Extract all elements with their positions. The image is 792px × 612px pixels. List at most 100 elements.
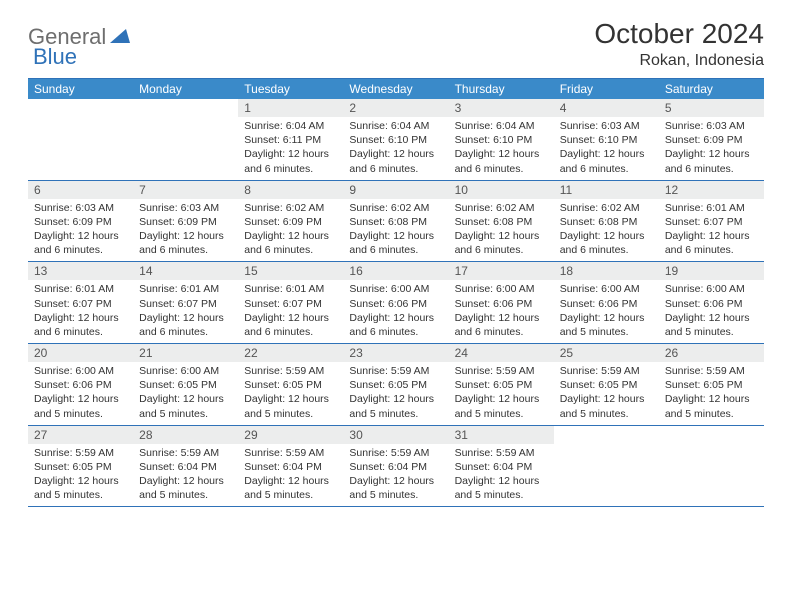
day-number: 3 xyxy=(449,99,554,117)
calendar-day: 16 Sunrise: 6:00 AMSunset: 6:06 PMDayligh… xyxy=(343,262,448,343)
calendar-day: 27Sunrise: 5:59 AMSunset: 6:05 PMDayligh… xyxy=(28,426,133,507)
calendar-weeks: 1Sunrise: 6:04 AMSunset: 6:11 PMDaylight… xyxy=(28,99,764,507)
day-detail: Sunrise: 5:59 AMSunset: 6:05 PMDaylight:… xyxy=(343,362,448,425)
day-number: 20 xyxy=(28,344,133,362)
sunset-text: Sunset: 6:10 PM xyxy=(455,133,548,147)
daylight-text: Daylight: 12 hours and 6 minutes. xyxy=(244,311,337,339)
day-detail: Sunrise: 6:02 AMSunset: 6:08 PMDaylight:… xyxy=(343,199,448,262)
sunrise-text: Sunrise: 6:03 AM xyxy=(560,119,653,133)
calendar-day: 6Sunrise: 6:03 AMSunset: 6:09 PMDaylight… xyxy=(28,181,133,262)
day-detail: Sunrise: 6:03 AMSunset: 6:09 PMDaylight:… xyxy=(659,117,764,180)
daylight-text: Daylight: 12 hours and 6 minutes. xyxy=(244,229,337,257)
sunrise-text: Sunrise: 6:00 AM xyxy=(560,282,653,296)
weekday-header: Monday xyxy=(133,79,238,99)
sunset-text: Sunset: 6:07 PM xyxy=(139,297,232,311)
day-detail: Sunrise: 6:01 AMSunset: 6:07 PMDaylight:… xyxy=(659,199,764,262)
day-detail: Sunrise: 5:59 AMSunset: 6:04 PMDaylight:… xyxy=(133,444,238,507)
sunset-text: Sunset: 6:05 PM xyxy=(349,378,442,392)
day-detail: Sunrise: 6:04 AMSunset: 6:11 PMDaylight:… xyxy=(238,117,343,180)
sunset-text: Sunset: 6:05 PM xyxy=(560,378,653,392)
daylight-text: Daylight: 12 hours and 5 minutes. xyxy=(349,392,442,420)
calendar-week: 13Sunrise: 6:01 AMSunset: 6:07 PMDayligh… xyxy=(28,262,764,344)
day-detail: Sunrise: 6:03 AMSunset: 6:09 PMDaylight:… xyxy=(133,199,238,262)
daylight-text: Daylight: 12 hours and 6 minutes. xyxy=(34,229,127,257)
day-number: 25 xyxy=(554,344,659,362)
sunrise-text: Sunrise: 6:01 AM xyxy=(34,282,127,296)
sunset-text: Sunset: 6:06 PM xyxy=(455,297,548,311)
sunrise-text: Sunrise: 6:01 AM xyxy=(139,282,232,296)
calendar-day: 20Sunrise: 6:00 AMSunset: 6:06 PMDayligh… xyxy=(28,344,133,425)
sunset-text: Sunset: 6:05 PM xyxy=(665,378,758,392)
calendar-day: 4Sunrise: 6:03 AMSunset: 6:10 PMDaylight… xyxy=(554,99,659,180)
weekday-header: Sunday xyxy=(28,79,133,99)
day-number: 29 xyxy=(238,426,343,444)
sunrise-text: Sunrise: 6:00 AM xyxy=(349,282,442,296)
daylight-text: Daylight: 12 hours and 6 minutes. xyxy=(560,229,653,257)
sunset-text: Sunset: 6:07 PM xyxy=(665,215,758,229)
sunrise-text: Sunrise: 6:01 AM xyxy=(665,201,758,215)
daylight-text: Daylight: 12 hours and 6 minutes. xyxy=(349,311,442,339)
sunrise-text: Sunrise: 6:04 AM xyxy=(244,119,337,133)
sunset-text: Sunset: 6:11 PM xyxy=(244,133,337,147)
weekday-header: Thursday xyxy=(449,79,554,99)
day-number: 18 xyxy=(554,262,659,280)
daylight-text: Daylight: 12 hours and 6 minutes. xyxy=(34,311,127,339)
calendar-week: 20Sunrise: 6:00 AMSunset: 6:06 PMDayligh… xyxy=(28,344,764,426)
day-number: 13 xyxy=(28,262,133,280)
calendar-day: 24Sunrise: 5:59 AMSunset: 6:05 PMDayligh… xyxy=(449,344,554,425)
sunset-text: Sunset: 6:08 PM xyxy=(560,215,653,229)
day-number: 27 xyxy=(28,426,133,444)
day-number: 5 xyxy=(659,99,764,117)
daylight-text: Daylight: 12 hours and 6 minutes. xyxy=(455,311,548,339)
title-block: October 2024 Rokan, Indonesia xyxy=(594,18,764,70)
daylight-text: Daylight: 12 hours and 6 minutes. xyxy=(665,229,758,257)
calendar-day: 19Sunrise: 6:00 AMSunset: 6:06 PMDayligh… xyxy=(659,262,764,343)
calendar-day: 22Sunrise: 5:59 AMSunset: 6:05 PMDayligh… xyxy=(238,344,343,425)
daylight-text: Daylight: 12 hours and 6 minutes. xyxy=(244,147,337,175)
sunset-text: Sunset: 6:04 PM xyxy=(139,460,232,474)
daylight-text: Daylight: 12 hours and 6 minutes. xyxy=(139,311,232,339)
day-detail: Sunrise: 6:02 AMSunset: 6:08 PMDaylight:… xyxy=(449,199,554,262)
sunset-text: Sunset: 6:07 PM xyxy=(244,297,337,311)
day-number: 21 xyxy=(133,344,238,362)
calendar-day: 5Sunrise: 6:03 AMSunset: 6:09 PMDaylight… xyxy=(659,99,764,180)
day-number: 30 xyxy=(343,426,448,444)
calendar-week: 6Sunrise: 6:03 AMSunset: 6:09 PMDaylight… xyxy=(28,181,764,263)
day-detail: Sunrise: 6:00 AMSunset: 6:06 PMDaylight:… xyxy=(554,280,659,343)
sunset-text: Sunset: 6:09 PM xyxy=(34,215,127,229)
sunrise-text: Sunrise: 6:00 AM xyxy=(139,364,232,378)
calendar-day: 17Sunrise: 6:00 AMSunset: 6:06 PMDayligh… xyxy=(449,262,554,343)
calendar-day: 23Sunrise: 5:59 AMSunset: 6:05 PMDayligh… xyxy=(343,344,448,425)
day-number: 17 xyxy=(449,262,554,280)
day-number: 9 xyxy=(343,181,448,199)
sunrise-text: Sunrise: 5:59 AM xyxy=(665,364,758,378)
day-detail: Sunrise: 5:59 AMSunset: 6:05 PMDaylight:… xyxy=(659,362,764,425)
calendar-day: 11Sunrise: 6:02 AMSunset: 6:08 PMDayligh… xyxy=(554,181,659,262)
calendar-day: 12Sunrise: 6:01 AMSunset: 6:07 PMDayligh… xyxy=(659,181,764,262)
calendar-day xyxy=(659,426,764,507)
day-number: 31 xyxy=(449,426,554,444)
day-detail: Sunrise: 6:04 AMSunset: 6:10 PMDaylight:… xyxy=(449,117,554,180)
weekday-row: SundayMondayTuesdayWednesdayThursdayFrid… xyxy=(28,79,764,99)
calendar: SundayMondayTuesdayWednesdayThursdayFrid… xyxy=(28,78,764,507)
calendar-day: 7Sunrise: 6:03 AMSunset: 6:09 PMDaylight… xyxy=(133,181,238,262)
sunrise-text: Sunrise: 6:00 AM xyxy=(665,282,758,296)
sunset-text: Sunset: 6:09 PM xyxy=(244,215,337,229)
calendar-week: 27Sunrise: 5:59 AMSunset: 6:05 PMDayligh… xyxy=(28,426,764,508)
sunset-text: Sunset: 6:04 PM xyxy=(244,460,337,474)
day-number: 16 xyxy=(343,262,448,280)
month-title: October 2024 xyxy=(594,18,764,50)
daylight-text: Daylight: 12 hours and 5 minutes. xyxy=(139,392,232,420)
calendar-day xyxy=(133,99,238,180)
sunrise-text: Sunrise: 6:00 AM xyxy=(455,282,548,296)
day-detail: Sunrise: 6:00 AMSunset: 6:06 PMDaylight:… xyxy=(449,280,554,343)
day-detail: Sunrise: 5:59 AMSunset: 6:05 PMDaylight:… xyxy=(238,362,343,425)
calendar-day: 21Sunrise: 6:00 AMSunset: 6:05 PMDayligh… xyxy=(133,344,238,425)
sunset-text: Sunset: 6:06 PM xyxy=(349,297,442,311)
sunrise-text: Sunrise: 5:59 AM xyxy=(560,364,653,378)
sunset-text: Sunset: 6:10 PM xyxy=(349,133,442,147)
calendar-day xyxy=(28,99,133,180)
calendar-day: 25Sunrise: 5:59 AMSunset: 6:05 PMDayligh… xyxy=(554,344,659,425)
sunset-text: Sunset: 6:06 PM xyxy=(665,297,758,311)
sunset-text: Sunset: 6:09 PM xyxy=(665,133,758,147)
